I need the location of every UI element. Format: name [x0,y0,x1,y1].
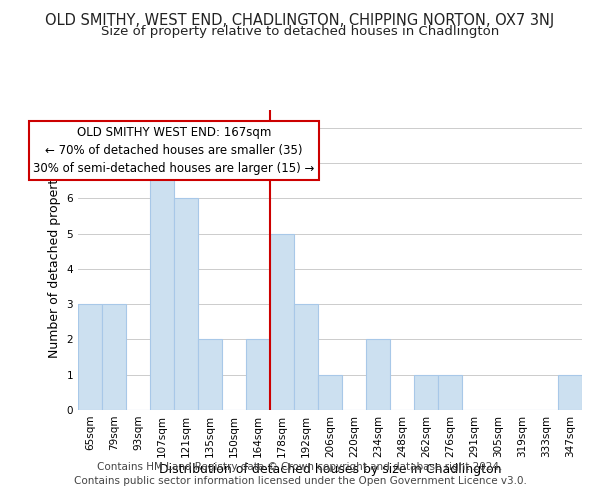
Bar [438,374,462,410]
Bar [174,198,198,410]
Bar [294,304,318,410]
X-axis label: Distribution of detached houses by size in Chadlington: Distribution of detached houses by size … [159,462,501,475]
Text: OLD SMITHY WEST END: 167sqm
← 70% of detached houses are smaller (35)
30% of sem: OLD SMITHY WEST END: 167sqm ← 70% of det… [34,126,314,175]
Bar [414,374,438,410]
Bar [150,163,174,410]
Text: Contains public sector information licensed under the Open Government Licence v3: Contains public sector information licen… [74,476,526,486]
Bar [246,340,270,410]
Bar [198,340,222,410]
Y-axis label: Number of detached properties: Number of detached properties [48,162,61,358]
Bar [270,234,294,410]
Bar [558,374,582,410]
Bar [102,304,126,410]
Bar [366,340,390,410]
Text: Contains HM Land Registry data © Crown copyright and database right 2024.: Contains HM Land Registry data © Crown c… [97,462,503,472]
Bar [78,304,102,410]
Bar [318,374,342,410]
Text: OLD SMITHY, WEST END, CHADLINGTON, CHIPPING NORTON, OX7 3NJ: OLD SMITHY, WEST END, CHADLINGTON, CHIPP… [46,12,554,28]
Text: Size of property relative to detached houses in Chadlington: Size of property relative to detached ho… [101,25,499,38]
